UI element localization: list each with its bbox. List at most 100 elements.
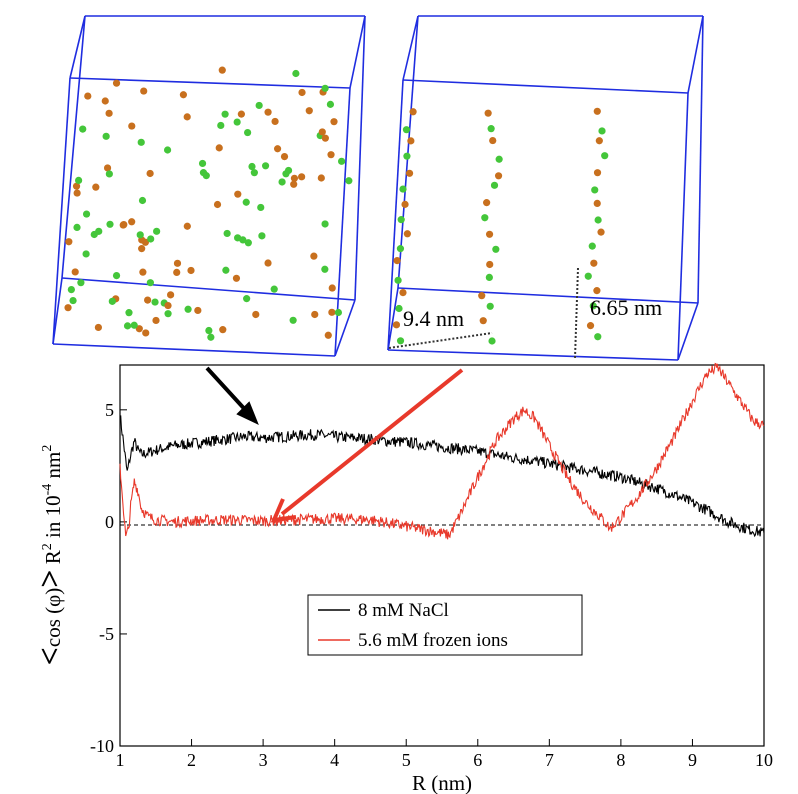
ion-sodium — [77, 279, 85, 287]
ion-chloride — [305, 107, 313, 115]
ion-sodium — [490, 181, 499, 189]
inset-box-bulk — [52, 15, 366, 357]
ion-chloride — [328, 308, 336, 316]
x-tick-label: 6 — [473, 750, 482, 770]
box1-edge — [69, 15, 86, 79]
ion-sodium — [233, 118, 241, 126]
ion-chloride — [103, 164, 112, 172]
legend-label-nacl: 8 mM NaCl — [358, 600, 449, 621]
ion-chloride — [393, 257, 401, 265]
arrow-red-shaft — [280, 368, 464, 516]
ion-sodium — [106, 220, 114, 228]
ion-sodium — [591, 186, 599, 194]
ion-chloride — [128, 218, 136, 226]
ion-chloride — [479, 317, 487, 325]
ion-chloride — [119, 221, 127, 229]
ion-chloride — [595, 137, 603, 145]
ion-sodium — [486, 302, 494, 310]
box2-edge — [387, 287, 399, 351]
ion-chloride — [142, 329, 150, 337]
ion-sodium — [589, 302, 597, 310]
y-label-r: R — [41, 550, 65, 569]
ion-chloride — [187, 266, 195, 275]
ion-sodium — [244, 128, 252, 137]
ion-chloride — [311, 310, 319, 319]
ion-chloride — [486, 260, 494, 269]
ion-chloride — [264, 259, 272, 267]
ion-sodium — [321, 265, 329, 273]
ion-sodium — [123, 322, 132, 330]
ion-sodium — [250, 169, 258, 177]
ion-chloride — [183, 222, 191, 230]
ion-chloride — [72, 182, 81, 190]
measure-line-6-65 — [574, 267, 579, 359]
ion-sodium — [163, 146, 172, 154]
ion-sodium — [207, 333, 215, 341]
x-axis-ticks: 1 2 3 4 5 6 7 8 9 10 — [116, 739, 773, 770]
ion-chloride — [590, 259, 598, 267]
ion-sodium — [153, 227, 161, 235]
ion-sodium — [151, 298, 159, 306]
legend: 8 mM NaCl 5.6 mM frozen ions — [307, 594, 583, 656]
ion-chloride — [399, 288, 407, 297]
ion-sodium — [112, 271, 121, 280]
box2-edge — [397, 15, 419, 289]
y-tick-label: -5 — [99, 624, 114, 644]
ion-chloride — [173, 268, 181, 277]
ion-chloride — [327, 151, 335, 159]
ion-sodium — [105, 170, 113, 178]
ion-sodium — [205, 326, 213, 335]
ion-sodium — [598, 127, 606, 135]
ion-chloride — [215, 144, 223, 152]
y-label-unit-exp: 2 — [40, 445, 55, 452]
box2-edge — [402, 79, 689, 94]
ion-sodium — [258, 232, 266, 240]
ion-chloride — [94, 323, 102, 332]
series-line-nacl — [119, 415, 765, 538]
ion-sodium — [594, 333, 602, 341]
ion-sodium — [138, 196, 147, 205]
ion-sodium — [79, 125, 87, 133]
y-label-in: in 10 — [41, 495, 65, 543]
ion-sodium — [394, 276, 402, 284]
ions-bulk — [64, 66, 353, 341]
y-label-r-exp: 2 — [40, 543, 55, 550]
legend-box — [307, 594, 583, 656]
ion-chloride — [71, 268, 79, 276]
box2-edge — [687, 15, 704, 94]
ion-sodium — [67, 285, 75, 294]
ion-sodium — [261, 162, 270, 170]
series-layer — [119, 362, 765, 540]
ion-sodium — [125, 309, 133, 317]
ion-sodium — [396, 337, 405, 345]
box1-edge — [52, 77, 71, 345]
distance-label-6-65: 6.65 nm — [590, 295, 662, 320]
ion-chloride — [144, 296, 152, 304]
x-tick-label: 3 — [259, 750, 268, 770]
ion-sodium — [222, 266, 230, 274]
ion-sodium — [289, 316, 297, 324]
ion-sodium — [338, 157, 346, 165]
ion-sodium — [255, 101, 263, 110]
ion-chloride — [586, 322, 595, 330]
ion-sodium — [75, 176, 83, 185]
y-tick-label: -10 — [90, 736, 114, 756]
ion-sodium — [73, 223, 81, 231]
y-label-bracket-close: > — [31, 570, 67, 588]
arrow-black — [205, 366, 259, 425]
ion-chloride — [407, 137, 415, 145]
x-tick-label: 4 — [330, 750, 339, 770]
ion-chloride — [65, 238, 73, 246]
box1-edge — [349, 15, 366, 89]
ion-sodium — [244, 239, 252, 247]
ion-chloride — [135, 325, 143, 333]
ion-sodium — [102, 132, 110, 140]
ion-chloride — [593, 107, 601, 115]
ion-sodium — [223, 229, 231, 238]
plot-frame — [119, 364, 765, 747]
ion-sodium — [399, 185, 407, 193]
ion-chloride — [409, 108, 417, 116]
ion-sodium — [221, 110, 229, 118]
ion-sodium — [485, 273, 493, 282]
